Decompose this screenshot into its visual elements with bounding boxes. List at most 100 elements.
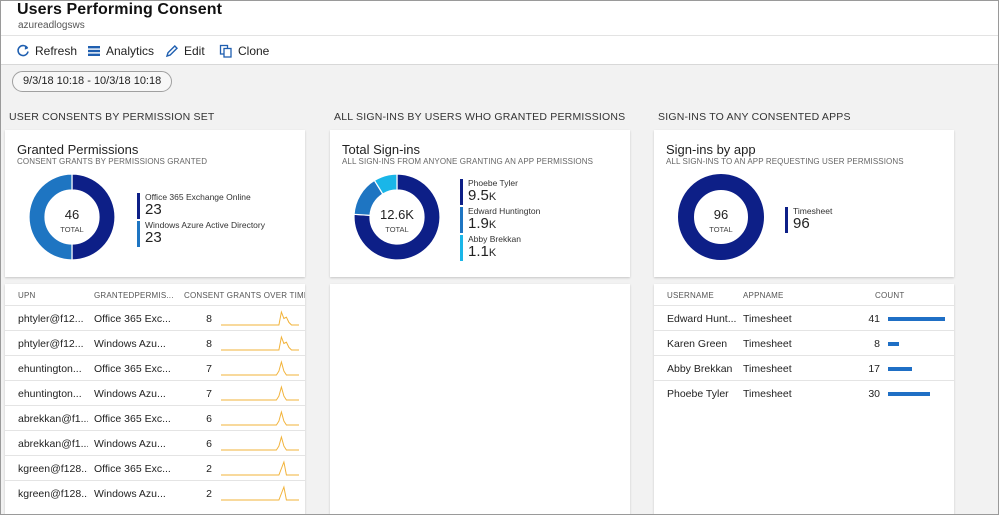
table-row[interactable]: ehuntington... Office 365 Exc... 7 [5,355,305,380]
legend-swatch [137,193,140,219]
tile-title: Granted Permissions [17,142,139,157]
table-row[interactable]: kgreen@f128... Office 365 Exc... 2 [5,455,305,480]
column-header-grants-over-time[interactable]: CONSENT GRANTS OVER TIME [184,291,305,300]
legend: Office 365 Exchange Online 23 Windows Az… [137,192,265,248]
upn-cell: phtyler@f12... [18,313,84,325]
legend-value: 23 [145,229,162,246]
column-header-count[interactable]: COUNT [875,291,905,300]
legend-item[interactable]: Windows Azure Active Directory 23 [137,220,265,248]
table-row[interactable]: abrekkan@f1... Office 365 Exc... 6 [5,405,305,430]
appname-cell: Timesheet [743,338,792,350]
sparkline [221,385,299,401]
donut-slice[interactable] [71,173,116,261]
section-label-consents: USER CONSENTS BY PERMISSION SET [9,111,215,123]
count-cell: 8 [874,338,880,350]
legend-swatch [460,179,463,205]
sparkline [221,460,299,476]
count-cell: 17 [868,363,880,375]
time-range-filter[interactable]: 9/3/18 10:18 - 10/3/18 10:18 [12,71,173,92]
signins-by-app-donut: 96 TOTAL [678,174,764,260]
tile-subtitle: CONSENT GRANTS BY PERMISSIONS GRANTED [17,157,208,166]
legend-label: Windows Azure Active Directory [145,220,265,230]
permission-cell: Windows Azu... [94,488,166,500]
section-label-apps: SIGN-INS TO ANY CONSENTED APPS [658,111,851,123]
legend-label: Office 365 Exchange Online [145,192,251,202]
username-cell: Karen Green [667,338,728,350]
table-row[interactable]: Phoebe Tyler Timesheet 30 [654,380,954,405]
legend-label: Abby Brekkan [468,234,521,244]
tile-title: Total Sign-ins [342,142,421,157]
legend-value: 1.1K [468,243,497,260]
count-bar [888,342,900,346]
permission-cell: Windows Azu... [94,338,166,350]
legend: Timesheet 96 [785,206,832,234]
table-row[interactable]: abrekkan@f1... Windows Azu... 6 [5,430,305,455]
total-signins-tile[interactable]: Total Sign-ins ALL SIGN-INS FROM ANYONE … [330,130,630,277]
signins-by-app-tile[interactable]: Sign-ins by app ALL SIGN-INS TO AN APP R… [654,130,954,277]
edit-label: Edit [184,44,205,58]
table-row[interactable]: kgreen@f128... Windows Azu... 2 [5,480,305,505]
table-row[interactable]: Abby Brekkan Timesheet 17 [654,355,954,380]
count-cell: 8 [206,338,212,350]
column-header-appname[interactable]: APPNAME [743,291,784,300]
legend-label: Edward Huntington [468,206,541,216]
clone-button[interactable]: Clone [219,41,269,61]
count-bar [888,392,930,396]
legend-label: Phoebe Tyler [468,178,518,188]
permission-cell: Windows Azu... [94,438,166,450]
legend-item[interactable]: Timesheet 96 [785,206,832,234]
granted-permissions-tile[interactable]: Granted Permissions CONSENT GRANTS BY PE… [5,130,305,277]
count-cell: 7 [206,388,212,400]
table-row[interactable]: ehuntington... Windows Azu... 7 [5,380,305,405]
upn-cell: ehuntington... [18,363,82,375]
column-header-permission[interactable]: GRANTEDPERMIS... [94,291,174,300]
donut-slice[interactable] [678,174,764,260]
column-header-upn[interactable]: UPN [18,291,36,300]
legend-item[interactable]: Phoebe Tyler 9.5K [460,178,540,206]
count-cell: 6 [206,413,212,425]
permission-cell: Office 365 Exc... [94,363,170,375]
section-label-signins: ALL SIGN-INS BY USERS WHO GRANTED PERMIS… [334,111,626,123]
table-row[interactable]: phtyler@f12... Office 365 Exc... 8 [5,305,305,330]
legend-value: 1.9K [468,215,497,232]
donut-slice[interactable] [353,173,441,261]
appname-cell: Timesheet [743,363,792,375]
donut-slice[interactable] [373,173,398,195]
table-row[interactable]: phtyler@f12... Windows Azu... 8 [5,330,305,355]
refresh-button[interactable]: Refresh [16,41,77,61]
sparkline [221,410,299,426]
edit-button[interactable]: Edit [165,41,205,61]
page-title: Users Performing Consent [17,1,223,18]
legend-item[interactable]: Abby Brekkan 1.1K [460,234,540,262]
donut-total-label: TOTAL [709,225,732,234]
consent-grants-table: UPN GRANTEDPERMIS... CONSENT GRANTS OVER… [5,284,305,514]
donut-total-value: 96 [714,207,728,222]
donut-total-value: 12.6K [380,207,414,222]
analytics-button[interactable]: Analytics [87,41,154,61]
legend-item[interactable]: Office 365 Exchange Online 23 [137,192,265,220]
edit-icon [165,45,178,58]
analytics-icon [88,46,100,56]
donut-slice[interactable] [28,173,73,261]
refresh-icon [17,44,29,57]
legend-swatch [460,207,463,233]
tile-subtitle: ALL SIGN-INS FROM ANYONE GRANTING AN APP… [342,157,594,166]
sparkline [221,485,299,501]
count-cell: 2 [206,463,212,475]
column-header-username[interactable]: USERNAME [667,291,714,300]
table-row[interactable]: Karen Green Timesheet 8 [654,330,954,355]
permission-cell: Windows Azu... [94,388,166,400]
legend-item[interactable]: Edward Huntington 1.9K [460,206,540,234]
refresh-label: Refresh [35,44,78,58]
permission-cell: Office 365 Exc... [94,313,170,325]
clone-label: Clone [238,44,270,58]
count-cell: 41 [868,313,880,325]
analytics-label: Analytics [106,44,155,58]
sparkline [221,310,299,326]
legend: Phoebe Tyler 9.5K Edward Huntington 1.9K… [460,178,540,262]
table-row[interactable]: Edward Hunt... Timesheet 41 [654,305,954,330]
legend-label: Timesheet [793,206,833,216]
count-cell: 2 [206,488,212,500]
clone-icon [219,44,232,58]
username-cell: Abby Brekkan [667,363,733,375]
